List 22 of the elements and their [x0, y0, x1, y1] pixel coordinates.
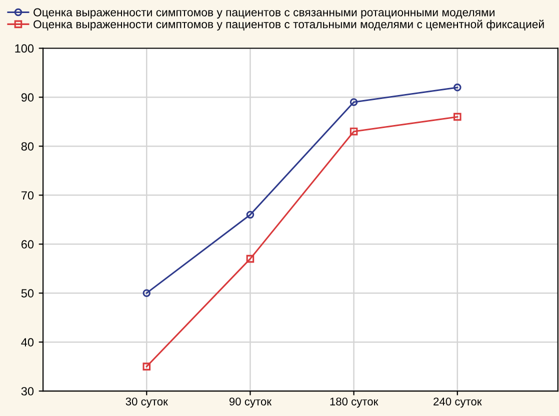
x-tick-label: 90 суток	[229, 398, 272, 408]
point	[454, 84, 462, 92]
legend-label: Оценка выраженности симптомов у пациентов с связанными ротационными моделями	[34, 8, 494, 19]
legend-label: Оценка выраженности симптомов у пациентов с тотальными моделями с цементной фиксацией	[34, 20, 544, 31]
point	[142, 362, 151, 370]
x-tick-label: 180 суток	[330, 398, 378, 408]
y-tick-label: 70	[21, 191, 34, 200]
y-tick-label: 30	[21, 387, 34, 396]
y-tick-label: 50	[21, 289, 34, 298]
point	[350, 128, 358, 136]
point	[246, 210, 254, 219]
y-tick-label: 40	[21, 338, 34, 346]
y-tick-label: 100	[15, 44, 34, 53]
point	[142, 289, 151, 297]
x-tick-label: 240 суток	[434, 398, 482, 408]
y-tick-label: 60	[21, 240, 34, 249]
x-tick-label: 30 суток	[126, 398, 168, 408]
y-tick-label: 80	[21, 142, 34, 151]
point	[454, 112, 462, 121]
y-tick-label: 90	[21, 93, 34, 102]
point	[246, 254, 254, 263]
point	[350, 98, 358, 106]
